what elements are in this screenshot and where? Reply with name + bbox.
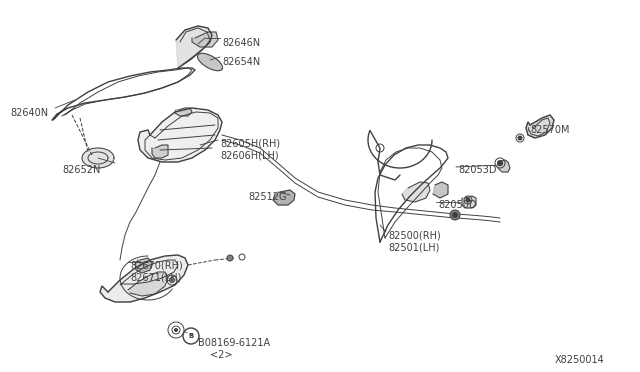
Circle shape: [450, 210, 460, 220]
Polygon shape: [198, 53, 223, 71]
Text: 82671(LH): 82671(LH): [130, 272, 181, 282]
Text: 82606H(LH): 82606H(LH): [220, 150, 278, 160]
Polygon shape: [138, 108, 222, 162]
Polygon shape: [100, 255, 188, 302]
Circle shape: [497, 160, 502, 166]
Polygon shape: [192, 32, 218, 47]
Circle shape: [170, 278, 175, 282]
Text: B08169-6121A: B08169-6121A: [198, 338, 270, 348]
Text: 82053D: 82053D: [458, 165, 497, 175]
Text: 82605H(RH): 82605H(RH): [220, 138, 280, 148]
Text: 82652N: 82652N: [62, 165, 100, 175]
Polygon shape: [175, 108, 192, 116]
Text: <2>: <2>: [210, 350, 232, 360]
Polygon shape: [526, 115, 554, 138]
Text: 82050D: 82050D: [438, 200, 477, 210]
Circle shape: [466, 198, 470, 202]
Polygon shape: [82, 148, 114, 168]
Text: 82512G: 82512G: [248, 192, 287, 202]
Text: 82501(LH): 82501(LH): [388, 242, 440, 252]
Text: 82646N: 82646N: [222, 38, 260, 48]
Text: 82654N: 82654N: [222, 57, 260, 67]
Polygon shape: [462, 196, 476, 208]
Polygon shape: [135, 258, 152, 273]
Text: 82570M: 82570M: [530, 125, 570, 135]
Text: 82670(RH): 82670(RH): [130, 260, 183, 270]
Circle shape: [452, 212, 458, 218]
Text: X8250014: X8250014: [555, 355, 605, 365]
Polygon shape: [273, 190, 295, 205]
Polygon shape: [128, 272, 168, 296]
Polygon shape: [402, 182, 430, 202]
Circle shape: [518, 136, 522, 140]
Polygon shape: [498, 160, 510, 172]
Circle shape: [175, 328, 177, 331]
Text: 82500(RH): 82500(RH): [388, 230, 441, 240]
Polygon shape: [152, 145, 168, 158]
Text: 82640N: 82640N: [10, 108, 48, 118]
Polygon shape: [433, 182, 448, 198]
Polygon shape: [176, 26, 212, 68]
Circle shape: [227, 255, 233, 261]
Text: B: B: [188, 333, 194, 339]
